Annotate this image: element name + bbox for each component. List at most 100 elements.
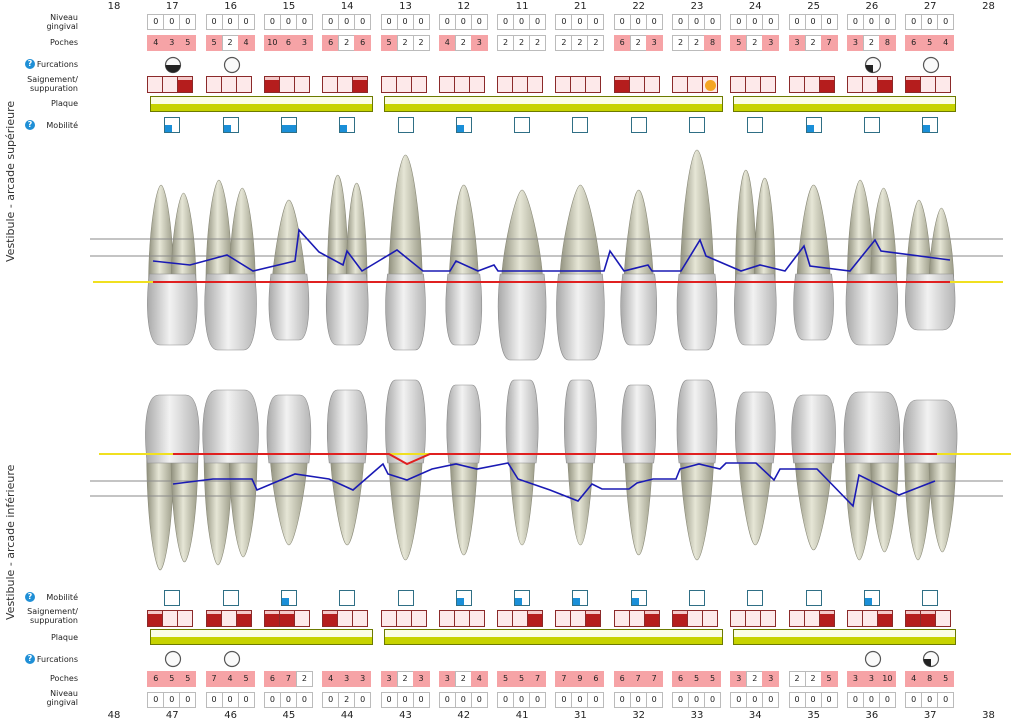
tooth-number[interactable]: 26 [865,1,879,12]
gingival-level-input[interactable]: 2 [338,692,355,708]
bleeding-suppuration-toggle[interactable] [702,76,718,93]
furcations-help-icon[interactable]: ? [25,59,35,69]
gingival-level-input[interactable]: 0 [878,14,896,30]
gingival-level-input[interactable]: 0 [746,14,763,30]
gingival-level-input[interactable]: 0 [746,692,763,708]
bleeding-none-toggle[interactable] [468,610,485,627]
bleeding-none-toggle[interactable] [177,610,194,627]
tooth-number[interactable]: 21 [574,1,587,12]
tooth-number[interactable]: 41 [515,710,529,721]
pocket-depth-input[interactable]: 6 [672,671,688,687]
gingival-level-input[interactable]: 0 [470,14,488,30]
gingival-level-input[interactable]: 0 [921,692,938,708]
gingival-level-input[interactable]: 0 [846,14,863,30]
tooth-number[interactable]: 45 [282,710,296,721]
tooth-number[interactable]: 43 [399,710,412,721]
gingival-level-input[interactable]: 0 [905,692,922,708]
pocket-depth-input[interactable]: 4 [438,35,455,51]
mobility-level-0-box[interactable] [805,590,822,606]
furcation-empty-icon[interactable] [164,650,182,672]
pocket-depth-input[interactable]: 4 [237,35,255,51]
pocket-depth-input[interactable]: 3 [762,35,780,51]
gingival-level-input[interactable]: 0 [263,14,280,30]
mobility-level-0-box[interactable] [397,590,414,606]
gingival-level-input[interactable]: 0 [497,692,514,708]
gingival-level-input[interactable]: 0 [529,14,547,30]
pocket-depth-input[interactable]: 2 [587,35,605,51]
lower-mobility-help-icon[interactable]: ? [25,592,35,602]
pocket-depth-input[interactable]: 2 [629,35,646,51]
bleeding-none-toggle[interactable] [468,76,485,93]
mobility-level-0-box[interactable] [922,590,939,606]
pocket-depth-input[interactable]: 3 [163,35,180,51]
bleeding-bleeding-toggle[interactable] [352,76,369,93]
furcation-empty-icon[interactable] [922,56,940,78]
pocket-depth-input[interactable]: 3 [730,671,747,687]
pocket-depth-input[interactable]: 2 [497,35,514,51]
pocket-depth-input[interactable]: 5 [205,35,222,51]
tooth-number[interactable]: 48 [107,710,121,721]
pocket-depth-input[interactable]: 6 [322,35,339,51]
gingival-level-input[interactable]: 0 [454,692,471,708]
mobility-level-1-box[interactable] [339,117,356,133]
tooth-number[interactable]: 24 [748,1,762,12]
pocket-depth-input[interactable]: 3 [846,671,863,687]
gingival-level-input[interactable]: 0 [354,14,372,30]
gingival-level-input[interactable]: 0 [396,692,413,708]
pocket-depth-input[interactable]: 4 [322,671,339,687]
bleeding-none-toggle[interactable] [410,76,427,93]
tooth-number[interactable]: 32 [632,710,646,721]
gingival-level-input[interactable]: 0 [438,692,455,708]
gingival-level-input[interactable]: 0 [179,14,197,30]
tooth-number[interactable]: 36 [865,710,879,721]
tooth-number[interactable]: 37 [923,710,937,721]
gingival-level-input[interactable]: 0 [878,692,896,708]
pocket-depth-input[interactable]: 6 [147,671,164,687]
pocket-depth-input[interactable]: 5 [513,671,530,687]
gingival-level-input[interactable]: 0 [645,692,663,708]
pocket-depth-input[interactable]: 5 [179,671,197,687]
gingival-level-input[interactable]: 0 [613,14,630,30]
gingival-level-input[interactable]: 0 [672,14,688,30]
pocket-depth-input[interactable]: 3 [846,35,863,51]
pocket-depth-input[interactable]: 3 [338,671,355,687]
gingival-level-input[interactable]: 0 [937,14,955,30]
gingival-level-input[interactable]: 0 [412,692,430,708]
tooth-number[interactable]: 18 [107,1,121,12]
gingival-level-input[interactable]: 0 [205,14,222,30]
pocket-depth-input[interactable]: 7 [279,671,296,687]
pocket-depth-input[interactable]: 6 [905,35,922,51]
gingival-level-input[interactable]: 0 [762,14,780,30]
furcation-half-icon[interactable] [164,56,182,78]
gingival-level-input[interactable]: 0 [629,692,646,708]
gingival-level-input[interactable]: 0 [263,692,280,708]
pocket-depth-input[interactable]: 6 [587,671,605,687]
mobility-level-2-box[interactable] [280,117,297,133]
gingival-level-input[interactable]: 0 [237,692,255,708]
gingival-level-input[interactable]: 0 [613,692,630,708]
pocket-depth-input[interactable]: 2 [571,35,588,51]
tooth-number[interactable]: 27 [923,1,937,12]
pocket-depth-input[interactable]: 9 [571,671,588,687]
bleeding-none-toggle[interactable] [293,76,310,93]
pocket-depth-input[interactable]: 4 [905,671,922,687]
gingival-level-input[interactable]: 0 [555,692,572,708]
pocket-depth-input[interactable]: 2 [672,35,688,51]
tooth-number[interactable]: 12 [457,1,471,12]
gingival-level-input[interactable]: 0 [762,692,780,708]
gingival-level-input[interactable]: 0 [497,14,514,30]
pocket-depth-input[interactable]: 7 [555,671,572,687]
pocket-depth-input[interactable]: 6 [263,671,280,687]
tooth-number[interactable]: 42 [457,710,471,721]
pocket-depth-input[interactable]: 5 [688,671,704,687]
pocket-depth-input[interactable]: 3 [412,671,430,687]
bleeding-bleeding-toggle[interactable] [177,76,194,93]
pocket-depth-input[interactable]: 3 [295,35,313,51]
mobility-level-0-box[interactable] [339,590,356,606]
pocket-depth-input[interactable]: 3 [762,671,780,687]
gingival-level-input[interactable]: 0 [571,692,588,708]
pocket-depth-input[interactable]: 2 [396,35,413,51]
tooth-number[interactable]: 16 [224,1,237,12]
tooth-number[interactable]: 14 [340,1,354,12]
gingival-level-input[interactable]: 0 [354,692,372,708]
